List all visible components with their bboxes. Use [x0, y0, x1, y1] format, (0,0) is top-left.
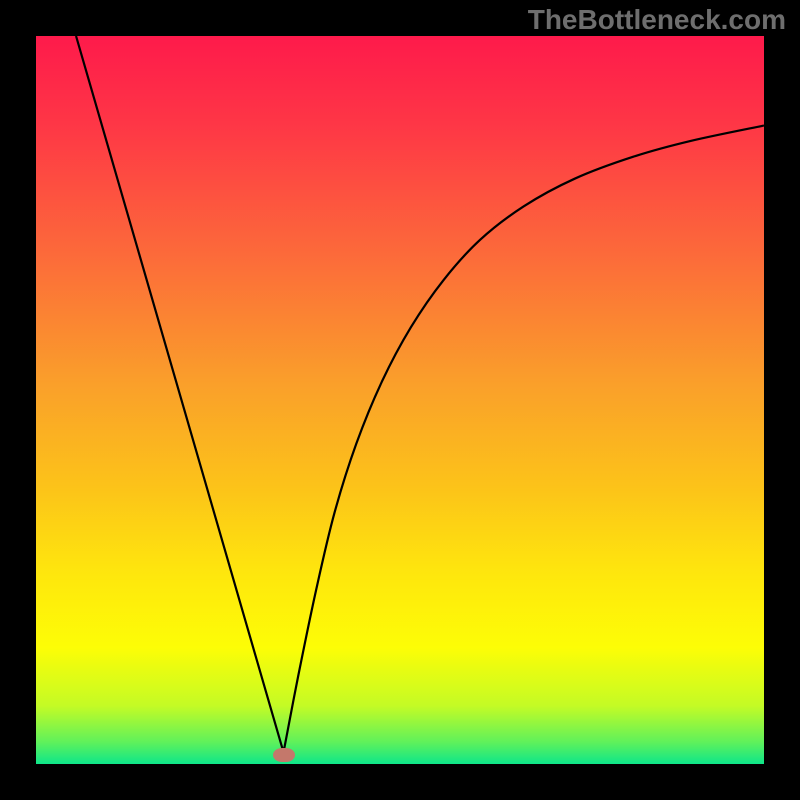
- watermark-text: TheBottleneck.com: [528, 4, 786, 36]
- plot-area: [36, 36, 764, 764]
- chart-frame: TheBottleneck.com: [0, 0, 800, 800]
- bottleneck-curve: [36, 36, 764, 764]
- minimum-marker: [273, 748, 295, 762]
